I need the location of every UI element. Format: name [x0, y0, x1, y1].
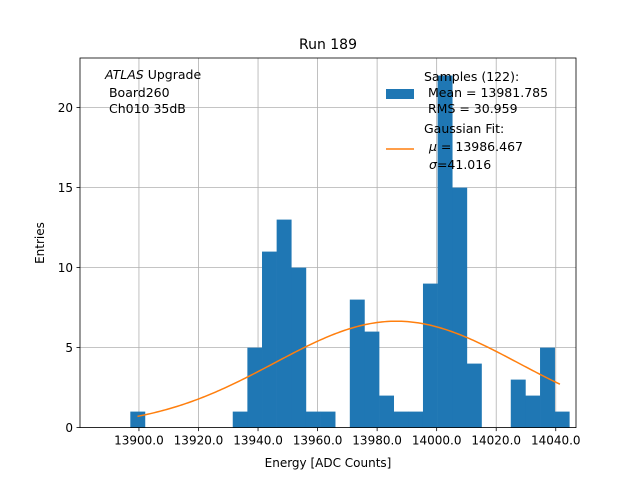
histogram-bar [525, 395, 541, 428]
x-tick-label: 14040.0 [531, 434, 581, 448]
histogram-bar [232, 411, 248, 428]
histogram-bar [291, 267, 307, 428]
annotation-line-1: ATLAS Upgrade [104, 67, 201, 82]
histogram-bar [510, 379, 526, 428]
legend-mu-value: = 13986.467 [437, 139, 523, 154]
histogram-bar [262, 251, 277, 428]
y-tick-label: 10 [58, 261, 73, 275]
histogram-bar [422, 283, 438, 428]
histogram-bar [276, 219, 292, 428]
histogram-bar [247, 347, 263, 428]
x-tick-label: 13900.0 [114, 434, 164, 448]
y-axis-ticks: 0 5 10 15 20 [58, 101, 80, 435]
histogram-bar [540, 347, 555, 428]
legend-samples-label: Samples (122): [424, 69, 519, 84]
x-tick-label: 13980.0 [352, 434, 402, 448]
legend: Samples (122): Mean = 13981.785 RMS = 30… [386, 69, 548, 172]
legend-samples-swatch [386, 89, 414, 99]
y-tick-label: 20 [58, 101, 73, 115]
annotation-upgrade: Upgrade [144, 67, 202, 82]
y-tick-label: 5 [65, 341, 73, 355]
histogram-bar [466, 363, 482, 428]
histogram-bar [408, 411, 424, 428]
histogram-bar [130, 411, 146, 428]
legend-mu-symbol: μ [428, 139, 437, 154]
histogram-bar [554, 411, 570, 428]
x-tick-label: 13960.0 [293, 434, 343, 448]
legend-fit-mu: μ = 13986.467 [428, 139, 523, 154]
histogram-bar [393, 411, 409, 428]
gaussian-fit-curve [137, 320, 561, 418]
legend-fit-label: Gaussian Fit: [424, 121, 504, 136]
y-tick-label: 15 [58, 181, 73, 195]
x-tick-label: 14020.0 [471, 434, 521, 448]
legend-fit-sigma: σ=41.016 [429, 157, 491, 172]
annotation-line-2: Board260 [105, 85, 170, 100]
histogram-bar [379, 395, 395, 428]
histogram-bar [320, 411, 336, 428]
annotation-line-3: Ch010 35dB [105, 101, 186, 116]
x-tick-label: 14000.0 [412, 434, 462, 448]
atlas-annotation: ATLAS Upgrade Board260 Ch010 35dB [104, 67, 201, 116]
y-tick-label: 0 [65, 421, 73, 435]
annotation-atlas: ATLAS [104, 67, 144, 82]
histogram-bar [452, 187, 468, 428]
legend-sigma-value: =41.016 [437, 157, 491, 172]
histogram-bar [437, 75, 453, 428]
legend-samples-rms: RMS = 30.959 [424, 101, 518, 116]
chart-title: Run 189 [299, 37, 357, 53]
histogram-bars [130, 75, 570, 428]
legend-sigma-symbol: σ [429, 157, 438, 172]
plot-frame [79, 57, 577, 429]
histogram-bar [364, 331, 380, 428]
x-axis-label: Energy [ADC Counts] [265, 456, 392, 470]
legend-samples-mean: Mean = 13981.785 [424, 85, 548, 100]
y-axis-label: Entries [33, 222, 47, 264]
histogram-bar [349, 299, 365, 428]
x-tick-label: 13940.0 [233, 434, 283, 448]
x-tick-label: 13920.0 [174, 434, 224, 448]
histogram-bar [305, 411, 321, 428]
x-axis-ticks: 13900.0 13920.0 13940.0 13960.0 13980.0 14000… [114, 427, 581, 448]
